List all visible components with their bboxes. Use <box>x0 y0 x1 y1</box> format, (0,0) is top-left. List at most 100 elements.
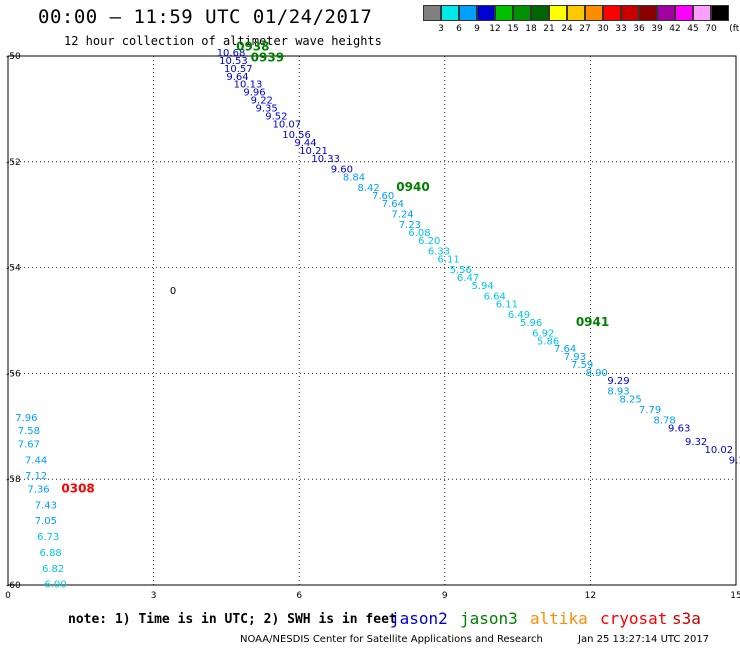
colorbar-unit: (ft) <box>729 24 740 34</box>
longitude-tick-label: 9 <box>442 591 448 601</box>
swh-observation: 9.35 <box>256 104 278 115</box>
colorbar-swatch <box>441 5 459 21</box>
latitude-tick-label: -54 <box>6 264 21 274</box>
swh-observation: 6.73 <box>37 532 59 543</box>
swh-observation: 10.02 <box>704 445 733 456</box>
colorbar-label: 30 <box>597 24 609 34</box>
colorbar-swatch <box>639 5 657 21</box>
colorbar-swatch <box>693 5 711 21</box>
colorbar-label: 36 <box>633 24 645 34</box>
swh-observation: 9.32 <box>685 437 707 448</box>
swh-observation: 7.44 <box>25 455 47 466</box>
longitude-tick-label: 6 <box>296 591 302 601</box>
colorbar-swatch <box>477 5 495 21</box>
swh-observation: 9.96 <box>243 88 265 99</box>
swh-observation: 6.20 <box>418 236 440 247</box>
swh-observation: 8.42 <box>357 183 379 194</box>
swh-observation: 7.64 <box>554 344 576 355</box>
swh-observation: 10.68 <box>217 48 246 59</box>
generated-timestamp: Jan 25 13:27:14 UTC 2017 <box>578 634 710 645</box>
colorbar-swatch <box>621 5 639 21</box>
map-title: 00:00 – 11:59 UTC 01/24/2017 <box>38 6 373 28</box>
swh-observation: 7.67 <box>18 439 40 450</box>
swh-observation: 8.90 <box>586 368 608 379</box>
latitude-tick-label: -56 <box>6 369 21 379</box>
colorbar-swatch <box>513 5 531 21</box>
swh-observation: 10.33 <box>311 154 340 165</box>
swh-observation: 7.58 <box>18 426 40 437</box>
swh-observation: 8.78 <box>653 416 675 427</box>
satellite-legend-s3a: s3a <box>672 609 701 628</box>
credit-text: NOAA/NESDIS Center for Satellite Applica… <box>240 634 543 645</box>
colorbar-swatch <box>459 5 477 21</box>
satellite-legend-jason2: jason2 <box>390 609 448 628</box>
colorbar-label: 45 <box>687 24 699 34</box>
swh-observation: 7.59 <box>571 360 593 371</box>
colorbar-swatch <box>423 5 441 21</box>
satellite-legend-cryosat: cryosat <box>600 609 668 628</box>
swh-observation: 5.56 <box>450 265 472 276</box>
swh-observation: 7.79 <box>639 405 661 416</box>
swh-observation: 6.00 <box>44 580 66 591</box>
swh-observation: 6.64 <box>484 291 506 302</box>
swh-observation: 8.25 <box>620 394 642 405</box>
swh-observation: 10.53 <box>219 56 248 67</box>
pass-time-label: 0940 <box>396 180 429 194</box>
map-subtitle: 12 hour collection of altimeter wave hei… <box>64 34 382 48</box>
swh-observation: 9.60 <box>331 164 353 175</box>
swh-observation: 6.47 <box>457 273 479 284</box>
colorbar-swatch <box>495 5 513 21</box>
swh-observation: 5.94 <box>471 281 493 292</box>
swh-observation: 5.96 <box>520 318 542 329</box>
swh-observation: 6.08 <box>408 228 430 239</box>
swh-observation: 8.93 <box>607 387 629 398</box>
colorbar-label: 6 <box>456 24 462 34</box>
swh-observation: 9.29 <box>607 376 629 387</box>
swh-observation: 8.84 <box>343 172 365 183</box>
swh-observation: 7.12 <box>25 471 47 482</box>
colorbar-swatch <box>711 5 729 21</box>
pass-time-label: 0938 <box>236 40 269 54</box>
footer-note: note: 1) Time is in UTC; 2) SWH is in fe… <box>68 612 397 627</box>
swh-observation: 7.36 <box>27 484 49 495</box>
swh-observation: 9.1 <box>729 455 740 466</box>
swh-observation: 9.63 <box>668 424 690 435</box>
map-frame <box>7 55 737 586</box>
latitude-tick-label: -58 <box>6 475 21 485</box>
latitude-tick-label: -50 <box>6 52 21 62</box>
swh-observation: 10.56 <box>282 130 311 141</box>
colorbar-label: 24 <box>561 24 573 34</box>
swh-observation: 6.33 <box>428 246 450 257</box>
colorbar-label: 21 <box>543 24 555 34</box>
swh-observation: 7.05 <box>35 516 57 527</box>
swh-observation: 6.11 <box>496 299 518 310</box>
colorbar-label: 15 <box>507 24 519 34</box>
swh-observation: 7.24 <box>391 209 413 220</box>
swh-observation: 9.22 <box>251 96 273 107</box>
longitude-tick-label: 15 <box>730 591 740 601</box>
colorbar-label: 39 <box>651 24 663 34</box>
colorbar-label: 9 <box>474 24 480 34</box>
latitude-tick-label: -60 <box>6 581 21 591</box>
longitude-tick-label: 0 <box>5 591 11 601</box>
colorbar-swatch <box>531 5 549 21</box>
colorbar-swatch <box>549 5 567 21</box>
swh-observation: 7.64 <box>382 199 404 210</box>
colorbar-swatch <box>567 5 585 21</box>
colorbar-label: 3 <box>438 24 444 34</box>
contour-label: 0 <box>170 286 176 297</box>
swh-observation: 6.49 <box>508 310 530 321</box>
swh-observation: 6.11 <box>438 254 460 265</box>
swh-observation: 7.93 <box>564 352 586 363</box>
latitude-tick-label: -52 <box>6 158 21 168</box>
colorbar-swatch <box>675 5 693 21</box>
swh-observation: 9.44 <box>294 138 316 149</box>
pass-time-label: 0308 <box>61 481 94 495</box>
pass-time-label: 0939 <box>251 50 284 64</box>
satellite-legend-jason3: jason3 <box>460 609 518 628</box>
swh-observation: 9.52 <box>265 111 287 122</box>
swh-observation: 10.21 <box>299 146 328 157</box>
colorbar-label: 33 <box>615 24 627 34</box>
colorbar-label: 42 <box>669 24 681 34</box>
